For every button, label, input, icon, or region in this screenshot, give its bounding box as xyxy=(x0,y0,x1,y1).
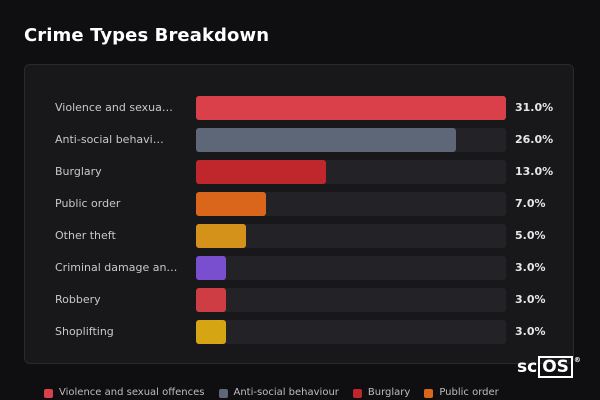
bar[interactable] xyxy=(196,224,246,248)
legend-label: Violence and sexual offences xyxy=(59,387,205,398)
legend-item[interactable]: Violence and sexual offences xyxy=(44,386,205,400)
bar-track xyxy=(196,192,506,216)
bar[interactable] xyxy=(196,96,506,120)
bar-row: Criminal damage an… 3.0% xyxy=(25,256,573,280)
bar-track xyxy=(196,224,506,248)
bar-row: Robbery 3.0% xyxy=(25,288,573,312)
bar[interactable] xyxy=(196,160,326,184)
category-label: Other theft xyxy=(55,229,116,242)
legend-item[interactable]: Public order xyxy=(424,386,499,400)
category-label: Public order xyxy=(55,197,121,210)
bar-rows: Violence and sexua… 31.0% Anti-social beha… xyxy=(25,65,573,363)
bar-row: Anti-social behavi… 26.0% xyxy=(25,128,573,152)
bar-track xyxy=(196,96,506,120)
bar-row: Burglary 13.0% xyxy=(25,160,573,184)
legend-label: Anti-social behaviour xyxy=(233,387,339,398)
legend-swatch xyxy=(44,388,53,398)
bar-row: Shoplifting 3.0% xyxy=(25,320,573,344)
bar[interactable] xyxy=(196,192,266,216)
value-label: 3.0% xyxy=(515,261,546,274)
chart-title: Crime Types Breakdown xyxy=(24,25,270,46)
category-label: Criminal damage an… xyxy=(55,261,178,274)
bar-row: Violence and sexua… 31.0% xyxy=(25,96,573,120)
legend-label: Burglary xyxy=(367,387,411,398)
bar-row: Other theft 5.0% xyxy=(25,224,573,248)
bar[interactable] xyxy=(196,256,226,280)
legend-swatch xyxy=(218,388,228,398)
chart-panel: Violence and sexua… 31.0% Anti-social beha… xyxy=(24,64,574,364)
bar[interactable] xyxy=(196,320,226,344)
category-label: Anti-social behavi… xyxy=(55,133,164,146)
legend-item[interactable]: Anti-social behaviour xyxy=(218,386,339,400)
value-label: 26.0% xyxy=(515,133,554,146)
bar[interactable] xyxy=(196,288,226,312)
value-label: 5.0% xyxy=(515,229,546,242)
bar[interactable] xyxy=(196,128,456,152)
legend-label: Public order xyxy=(439,387,499,398)
value-label: 13.0% xyxy=(515,165,554,178)
legend-swatch xyxy=(352,388,362,398)
bar-track xyxy=(196,128,506,152)
legend-swatch xyxy=(424,388,434,398)
category-label: Robbery xyxy=(55,293,101,306)
value-label: 3.0% xyxy=(515,293,546,306)
bar-track xyxy=(196,160,506,184)
category-label: Violence and sexua… xyxy=(55,101,173,114)
bar-track xyxy=(196,320,506,344)
bar-track xyxy=(196,288,506,312)
category-label: Burglary xyxy=(55,165,102,178)
bar-track xyxy=(196,256,506,280)
value-label: 3.0% xyxy=(515,325,546,338)
brand-logo: sc OS ® xyxy=(517,356,581,378)
legend-item[interactable]: Burglary xyxy=(352,386,411,400)
bar-row: Public order 7.0% xyxy=(25,192,573,216)
value-label: 31.0% xyxy=(515,101,554,114)
category-label: Shoplifting xyxy=(55,325,114,338)
chart-legend: Violence and sexual offences Anti-social … xyxy=(44,386,499,400)
value-label: 7.0% xyxy=(515,197,546,210)
